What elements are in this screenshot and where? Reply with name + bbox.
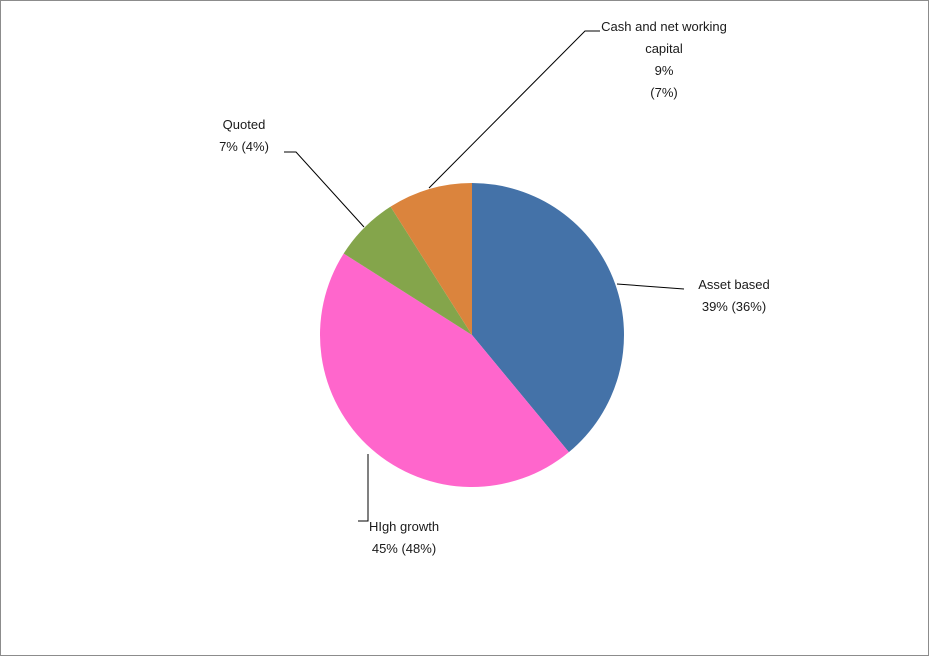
svg-text:HIgh growth: HIgh growth (369, 519, 439, 534)
leader-line-asset-based (616, 283, 685, 290)
svg-text:Asset based: Asset based (698, 277, 770, 292)
svg-text:Quoted: Quoted (223, 117, 266, 132)
svg-text:39% (36%): 39% (36%) (702, 299, 766, 314)
leader-lines (284, 30, 685, 522)
svg-text:Cash and net working: Cash and net working (601, 19, 727, 34)
data-label-quoted: Quoted 7% (4%) (219, 117, 269, 154)
label-cash-line-4: (7%) (650, 85, 677, 100)
label-cash-line-1: Cash and net working (601, 19, 727, 34)
label-high-growth-value: 45% (48%) (372, 541, 436, 556)
pie-slice-high-growth (320, 253, 569, 487)
leader-line-quoted (284, 151, 365, 228)
pie-slice-cash-and-net-working-capital (390, 183, 472, 335)
data-label-high-growth: HIgh growth 45% (48%) (369, 519, 439, 556)
label-quoted-value: 7% (4%) (219, 139, 269, 154)
label-cash-line-2: capital (645, 41, 683, 56)
data-label-cash: Cash and net working capital 9% (7%) (601, 19, 727, 100)
svg-text:7% (4%): 7% (4%) (219, 139, 269, 154)
label-quoted-name: Quoted (223, 117, 266, 132)
leader-line-cash (428, 30, 600, 189)
svg-text:(7%): (7%) (650, 85, 677, 100)
label-asset-based-value: 39% (36%) (702, 299, 766, 314)
label-cash-line-3: 9% (655, 63, 674, 78)
svg-text:45% (48%): 45% (48%) (372, 541, 436, 556)
data-label-asset-based: Asset based 39% (36%) (698, 277, 770, 314)
label-high-growth-name: HIgh growth (369, 519, 439, 534)
pie-slice-quoted (343, 206, 472, 335)
leader-line-high-growth (358, 454, 369, 522)
pie-slice-asset-based (472, 183, 624, 453)
label-asset-based-name: Asset based (698, 277, 770, 292)
svg-text:9%: 9% (655, 63, 674, 78)
pie-slices (320, 183, 624, 487)
svg-text:capital: capital (645, 41, 683, 56)
